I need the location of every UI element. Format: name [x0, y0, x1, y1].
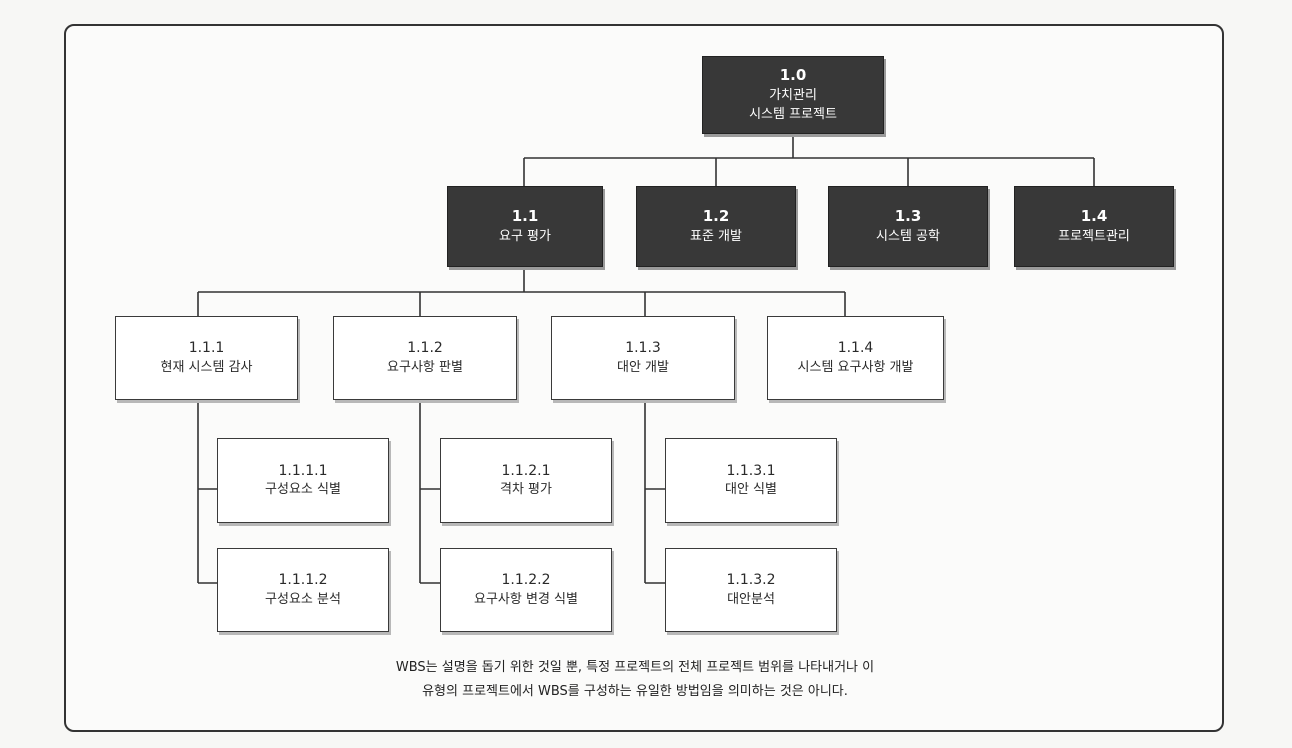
node-title: 요구사항 변경 식별 [474, 591, 578, 607]
wbs-node-1-1-2: 1.1.2 요구사항 판별 [333, 316, 517, 400]
node-title: 구성요소 식별 [265, 482, 341, 498]
node-code: 1.1.2.1 [501, 462, 551, 479]
node-title: 가치관리 [769, 88, 817, 104]
wbs-node-1-1-2-1: 1.1.2.1 격차 평가 [440, 438, 612, 523]
node-code: 1.3 [894, 207, 922, 226]
node-title: 표준 개발 [690, 228, 742, 244]
wbs-node-1-1: 1.1 요구 평가 [447, 186, 603, 267]
node-code: 1.1.3 [625, 340, 661, 357]
node-code: 1.1.1 [188, 340, 225, 357]
node-title: 프로젝트관리 [1058, 228, 1130, 244]
node-title: 시스템 요구사항 개발 [797, 359, 914, 375]
wbs-node-1-4: 1.4 프로젝트관리 [1014, 186, 1174, 267]
node-title: 대안분석 [727, 591, 775, 607]
wbs-node-1-1-1: 1.1.1 현재 시스템 감사 [115, 316, 298, 400]
node-title: 시스템 프로젝트 [749, 106, 837, 122]
node-code: 1.2 [702, 207, 730, 226]
caption-line: 유형의 프로젝트에서 WBS를 구성하는 유일한 방법임을 의미하는 것은 아니… [422, 684, 848, 699]
wbs-node-1-1-3: 1.1.3 대안 개발 [551, 316, 735, 400]
node-code: 1.4 [1080, 207, 1108, 226]
node-code: 1.0 [779, 66, 807, 85]
wbs-node-root: 1.0 가치관리 시스템 프로젝트 [702, 56, 884, 134]
wbs-node-1-1-1-1: 1.1.1.1 구성요소 식별 [217, 438, 389, 523]
node-code: 1.1.3.2 [726, 572, 776, 589]
node-code: 1.1.4 [837, 340, 874, 357]
wbs-node-1-2: 1.2 표준 개발 [636, 186, 796, 267]
wbs-node-1-1-3-1: 1.1.3.1 대안 식별 [665, 438, 837, 523]
node-title: 격차 평가 [500, 482, 552, 498]
node-title: 대안 식별 [725, 482, 777, 498]
wbs-node-1-1-2-2: 1.1.2.2 요구사항 변경 식별 [440, 548, 612, 632]
wbs-node-1-1-4: 1.1.4 시스템 요구사항 개발 [767, 316, 944, 400]
wbs-node-1-1-3-2: 1.1.3.2 대안분석 [665, 548, 837, 632]
node-title: 요구사항 판별 [387, 359, 463, 375]
node-title: 시스템 공학 [876, 228, 940, 244]
node-code: 1.1.2.2 [501, 572, 551, 589]
node-title: 구성요소 분석 [265, 591, 341, 607]
node-title: 요구 평가 [499, 228, 551, 244]
node-code: 1.1.1.2 [278, 572, 328, 589]
node-code: 1.1.1.1 [278, 462, 328, 479]
caption-line: WBS는 설명을 돕기 위한 것일 뿐, 특정 프로젝트의 전체 프로젝트 범위… [395, 660, 875, 675]
wbs-node-1-1-1-2: 1.1.1.2 구성요소 분석 [217, 548, 389, 632]
diagram-caption: WBS는 설명을 돕기 위한 것일 뿐, 특정 프로젝트의 전체 프로젝트 범위… [240, 656, 1030, 704]
node-code: 1.1.3.1 [726, 462, 776, 479]
node-title: 현재 시스템 감사 [160, 359, 253, 375]
node-code: 1.1 [511, 207, 539, 226]
node-title: 대안 개발 [617, 359, 669, 375]
node-code: 1.1.2 [407, 340, 443, 357]
wbs-node-1-3: 1.3 시스템 공학 [828, 186, 988, 267]
